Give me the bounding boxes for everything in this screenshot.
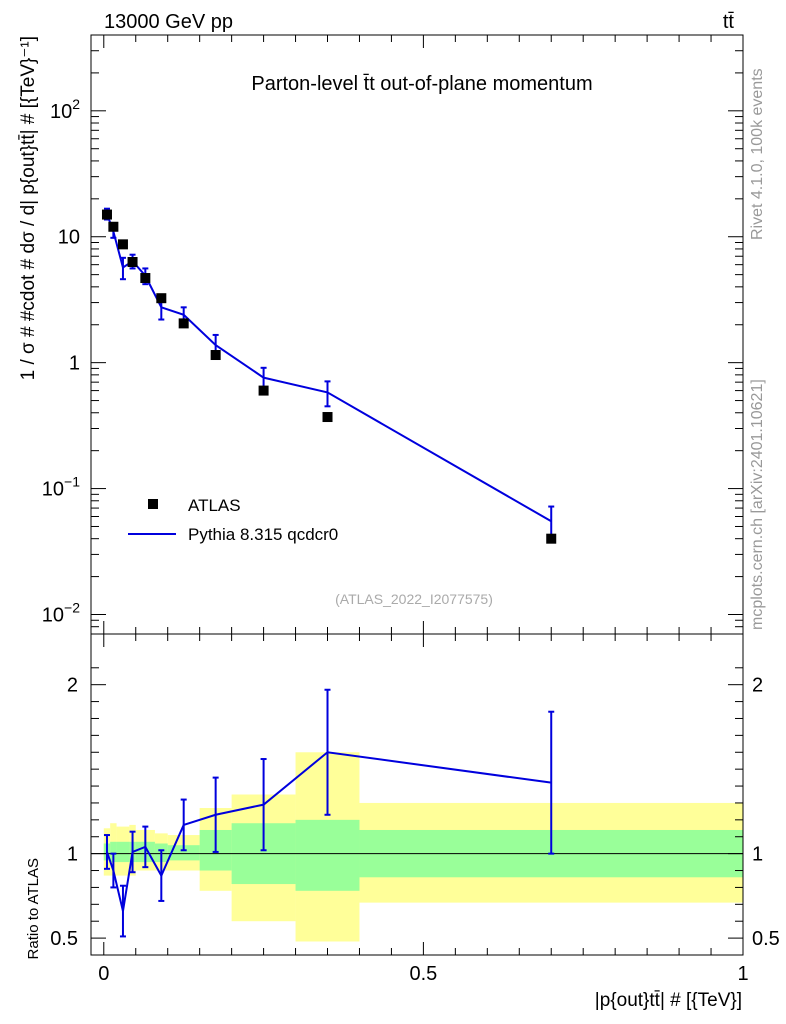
y-tick-label: 10 — [58, 227, 80, 249]
atlas-data-point — [546, 533, 557, 544]
main-plot-frame — [90, 34, 744, 635]
x-tick-label: 1 — [737, 963, 748, 985]
x-axis-label: |p{out}tt̄| # [{TeV}] — [595, 990, 742, 1011]
atlas-data-point — [322, 412, 333, 423]
rivet-version-label: Rivet 4.1.0, 100k events — [749, 68, 766, 240]
header-right-label: tt̄ — [723, 11, 735, 33]
atlas-data-point — [127, 256, 138, 267]
atlas-data-point — [108, 221, 119, 232]
y-tick-label-base: 10 — [42, 479, 64, 501]
atlas-data-point — [101, 209, 112, 220]
y-tick-label-base: 10 — [58, 227, 80, 249]
atlas-data-point — [258, 385, 269, 396]
plot-title: Parton-level t̄t out-of-plane momentum — [251, 73, 592, 95]
band-inner-bin-6 — [167, 845, 200, 861]
atlas-data-point — [210, 350, 221, 361]
y-tick-label-base: 10 — [50, 101, 72, 123]
ratio-y-tick-label-right: 2 — [752, 675, 763, 697]
atlas-data-point — [140, 273, 151, 284]
header-left-label: 13000 GeV pp — [104, 11, 233, 33]
y-tick-label-exponent: −2 — [64, 599, 80, 615]
y-tick-label-base: 10 — [42, 604, 64, 626]
atlas-data-point — [156, 293, 167, 304]
ratio-y-tick-label-left: 0.5 — [50, 928, 78, 950]
ratio-y-tick-label-right: 0.5 — [752, 928, 780, 950]
legend-marker-atlas — [148, 499, 158, 509]
y-tick-label-base: 1 — [69, 353, 80, 375]
analysis-label: (ATLAS_2022_I2077575) — [335, 591, 493, 607]
band-inner-bin-2 — [116, 841, 130, 863]
y-tick-label: 10−2 — [42, 599, 80, 626]
mc-series-line — [106, 213, 552, 523]
ratio-y-tick-label-left: 1 — [67, 844, 78, 866]
source-label: mcplots.cern.ch [arXiv:2401.10621] — [749, 379, 766, 630]
y-tick-label-exponent: 2 — [72, 96, 80, 112]
x-tick-label: 0 — [98, 963, 109, 985]
y-tick-label-exponent: −1 — [64, 474, 80, 490]
main-y-axis-label: 1 / σ # #cdot # dσ / d| p{out}tt̄| # [{T… — [18, 36, 39, 380]
chart-marks — [101, 207, 557, 938]
band-inner-bin-1 — [110, 841, 117, 863]
plot-frames — [90, 34, 744, 956]
atlas-data-point — [117, 239, 128, 250]
atlas-data-point — [178, 318, 189, 329]
y-tick-label: 1 — [69, 353, 80, 375]
band-inner-bin-9 — [295, 819, 360, 891]
y-tick-label: 102 — [50, 96, 80, 123]
legend-label-mc: Pythia 8.315 qcdcr0 — [188, 525, 338, 544]
ratio-y-tick-label-right: 1 — [752, 844, 763, 866]
ratio-plot-frame — [90, 633, 744, 956]
ratio-uncertainty-bands — [103, 752, 743, 942]
legend-label-atlas: ATLAS — [188, 496, 241, 515]
y-tick-label: 10−1 — [42, 474, 80, 501]
ratio-y-tick-label-left: 2 — [67, 675, 78, 697]
x-tick-label: 0.5 — [409, 963, 437, 985]
ratio-y-axis-label: Ratio to ATLAS — [25, 858, 42, 959]
